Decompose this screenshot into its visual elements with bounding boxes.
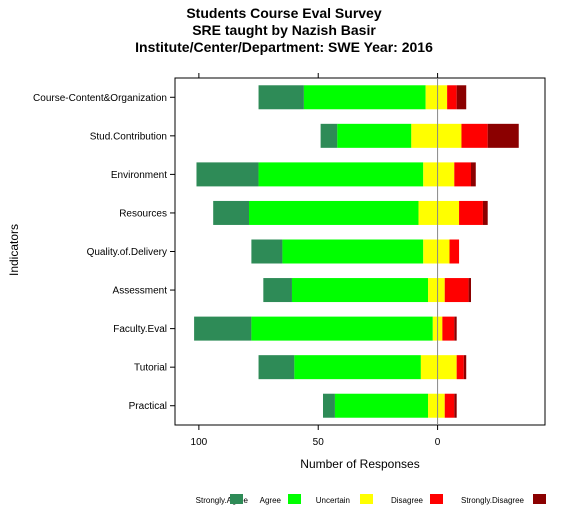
title-line-2: SRE taught by Nazish Basir [192, 22, 376, 38]
bar-quality-of-delivery-disagree [449, 239, 460, 264]
legend-swatch-strongly-agree [230, 494, 243, 504]
bar-assessment-disagree [444, 278, 469, 303]
x-tick-label-50: 50 [313, 437, 325, 448]
bar-stud-contribution-strongly-disagree [487, 123, 519, 148]
bar-faculty-eval-strongly-disagree [454, 316, 457, 341]
legend-swatch-strongly-disagree [533, 494, 546, 504]
legend-swatch-disagree [430, 494, 443, 504]
category-label-practical: Practical [129, 401, 167, 412]
title-line-3: Institute/Center/Department: SWE Year: 2… [135, 39, 433, 55]
bar-quality-of-delivery-uncertain [423, 239, 450, 264]
category-label-faculty-eval: Faculty.Eval [113, 324, 167, 335]
bar-practical-disagree [444, 393, 455, 418]
bar-environment-strongly-agree [196, 162, 259, 187]
bar-assessment-strongly-disagree [468, 278, 471, 303]
x-axis: 100 50 0 [191, 73, 441, 448]
x-tick-label-0: 0 [435, 437, 441, 448]
legend-label-uncertain: Uncertain [316, 496, 350, 505]
bar-resources-disagree [459, 200, 483, 225]
category-label-assessment: Assessment [113, 286, 168, 297]
category-label-resources: Resources [119, 208, 167, 219]
bar-resources-uncertain [418, 200, 460, 225]
category-label-tutorial: Tutorial [134, 363, 167, 374]
legend: Strongly.Agree Agree Uncertain Disagree Stro… [196, 494, 546, 505]
category-label-quality-of-delivery: Quality.of.Delivery [87, 247, 167, 258]
bar-tutorial-uncertain [420, 355, 457, 380]
bar-course-content-organization-disagree [447, 85, 457, 110]
bar-faculty-eval-disagree [442, 316, 455, 341]
category-label-environment: Environment [111, 170, 167, 181]
category-label-course-content-organization: Course-Content&Organization [33, 93, 167, 104]
legend-swatch-uncertain [360, 494, 373, 504]
bar-course-content-organization-agree [303, 85, 426, 110]
bar-stud-contribution-uncertain [411, 123, 462, 148]
legend-swatch-agree [288, 494, 301, 504]
bar-tutorial-disagree [456, 355, 464, 380]
bar-course-content-organization-uncertain [425, 85, 448, 110]
bar-quality-of-delivery-agree [282, 239, 424, 264]
bar-environment-disagree [454, 162, 471, 187]
bar-course-content-organization-strongly-disagree [456, 85, 467, 110]
category-label-stud-contribution: Stud.Contribution [90, 131, 167, 142]
bar-stud-contribution-agree [337, 123, 412, 148]
bar-resources-strongly-disagree [482, 200, 488, 225]
chart-title: Students Course Eval Survey SRE taught b… [135, 5, 433, 55]
bar-environment-strongly-disagree [471, 162, 476, 187]
bar-faculty-eval-strongly-agree [194, 316, 252, 341]
bar-practical-agree [334, 393, 429, 418]
bar-environment-agree [258, 162, 424, 187]
y-axis-title: Indicators [7, 224, 21, 276]
y-axis: Course-Content&Organization Stud.Contribu… [33, 93, 175, 412]
bar-assessment-uncertain [428, 278, 445, 303]
title-line-1: Students Course Eval Survey [186, 5, 382, 21]
bar-quality-of-delivery-strongly-agree [251, 239, 283, 264]
bar-resources-strongly-agree [213, 200, 249, 225]
bar-tutorial-strongly-disagree [463, 355, 467, 380]
bar-assessment-strongly-agree [263, 278, 292, 303]
bar-stud-contribution-strongly-agree [320, 123, 338, 148]
bar-stud-contribution-disagree [461, 123, 488, 148]
bar-course-content-organization-strongly-agree [258, 85, 304, 110]
bar-faculty-eval-agree [251, 316, 433, 341]
bar-practical-strongly-agree [323, 393, 335, 418]
legend-label-strongly-agree: Strongly.Agree [196, 496, 249, 505]
x-tick-label-100: 100 [191, 437, 208, 448]
bars-layer [194, 85, 519, 418]
bar-assessment-agree [291, 278, 429, 303]
bar-environment-uncertain [423, 162, 455, 187]
legend-label-agree: Agree [260, 496, 282, 505]
legend-label-strongly-disagree: Strongly.Disagree [461, 496, 525, 505]
bar-resources-agree [249, 200, 419, 225]
x-axis-title: Number of Responses [300, 457, 419, 471]
legend-label-disagree: Disagree [391, 496, 424, 505]
bar-practical-uncertain [428, 393, 445, 418]
bar-tutorial-agree [294, 355, 421, 380]
bar-tutorial-strongly-agree [258, 355, 295, 380]
bar-practical-strongly-disagree [454, 393, 457, 418]
